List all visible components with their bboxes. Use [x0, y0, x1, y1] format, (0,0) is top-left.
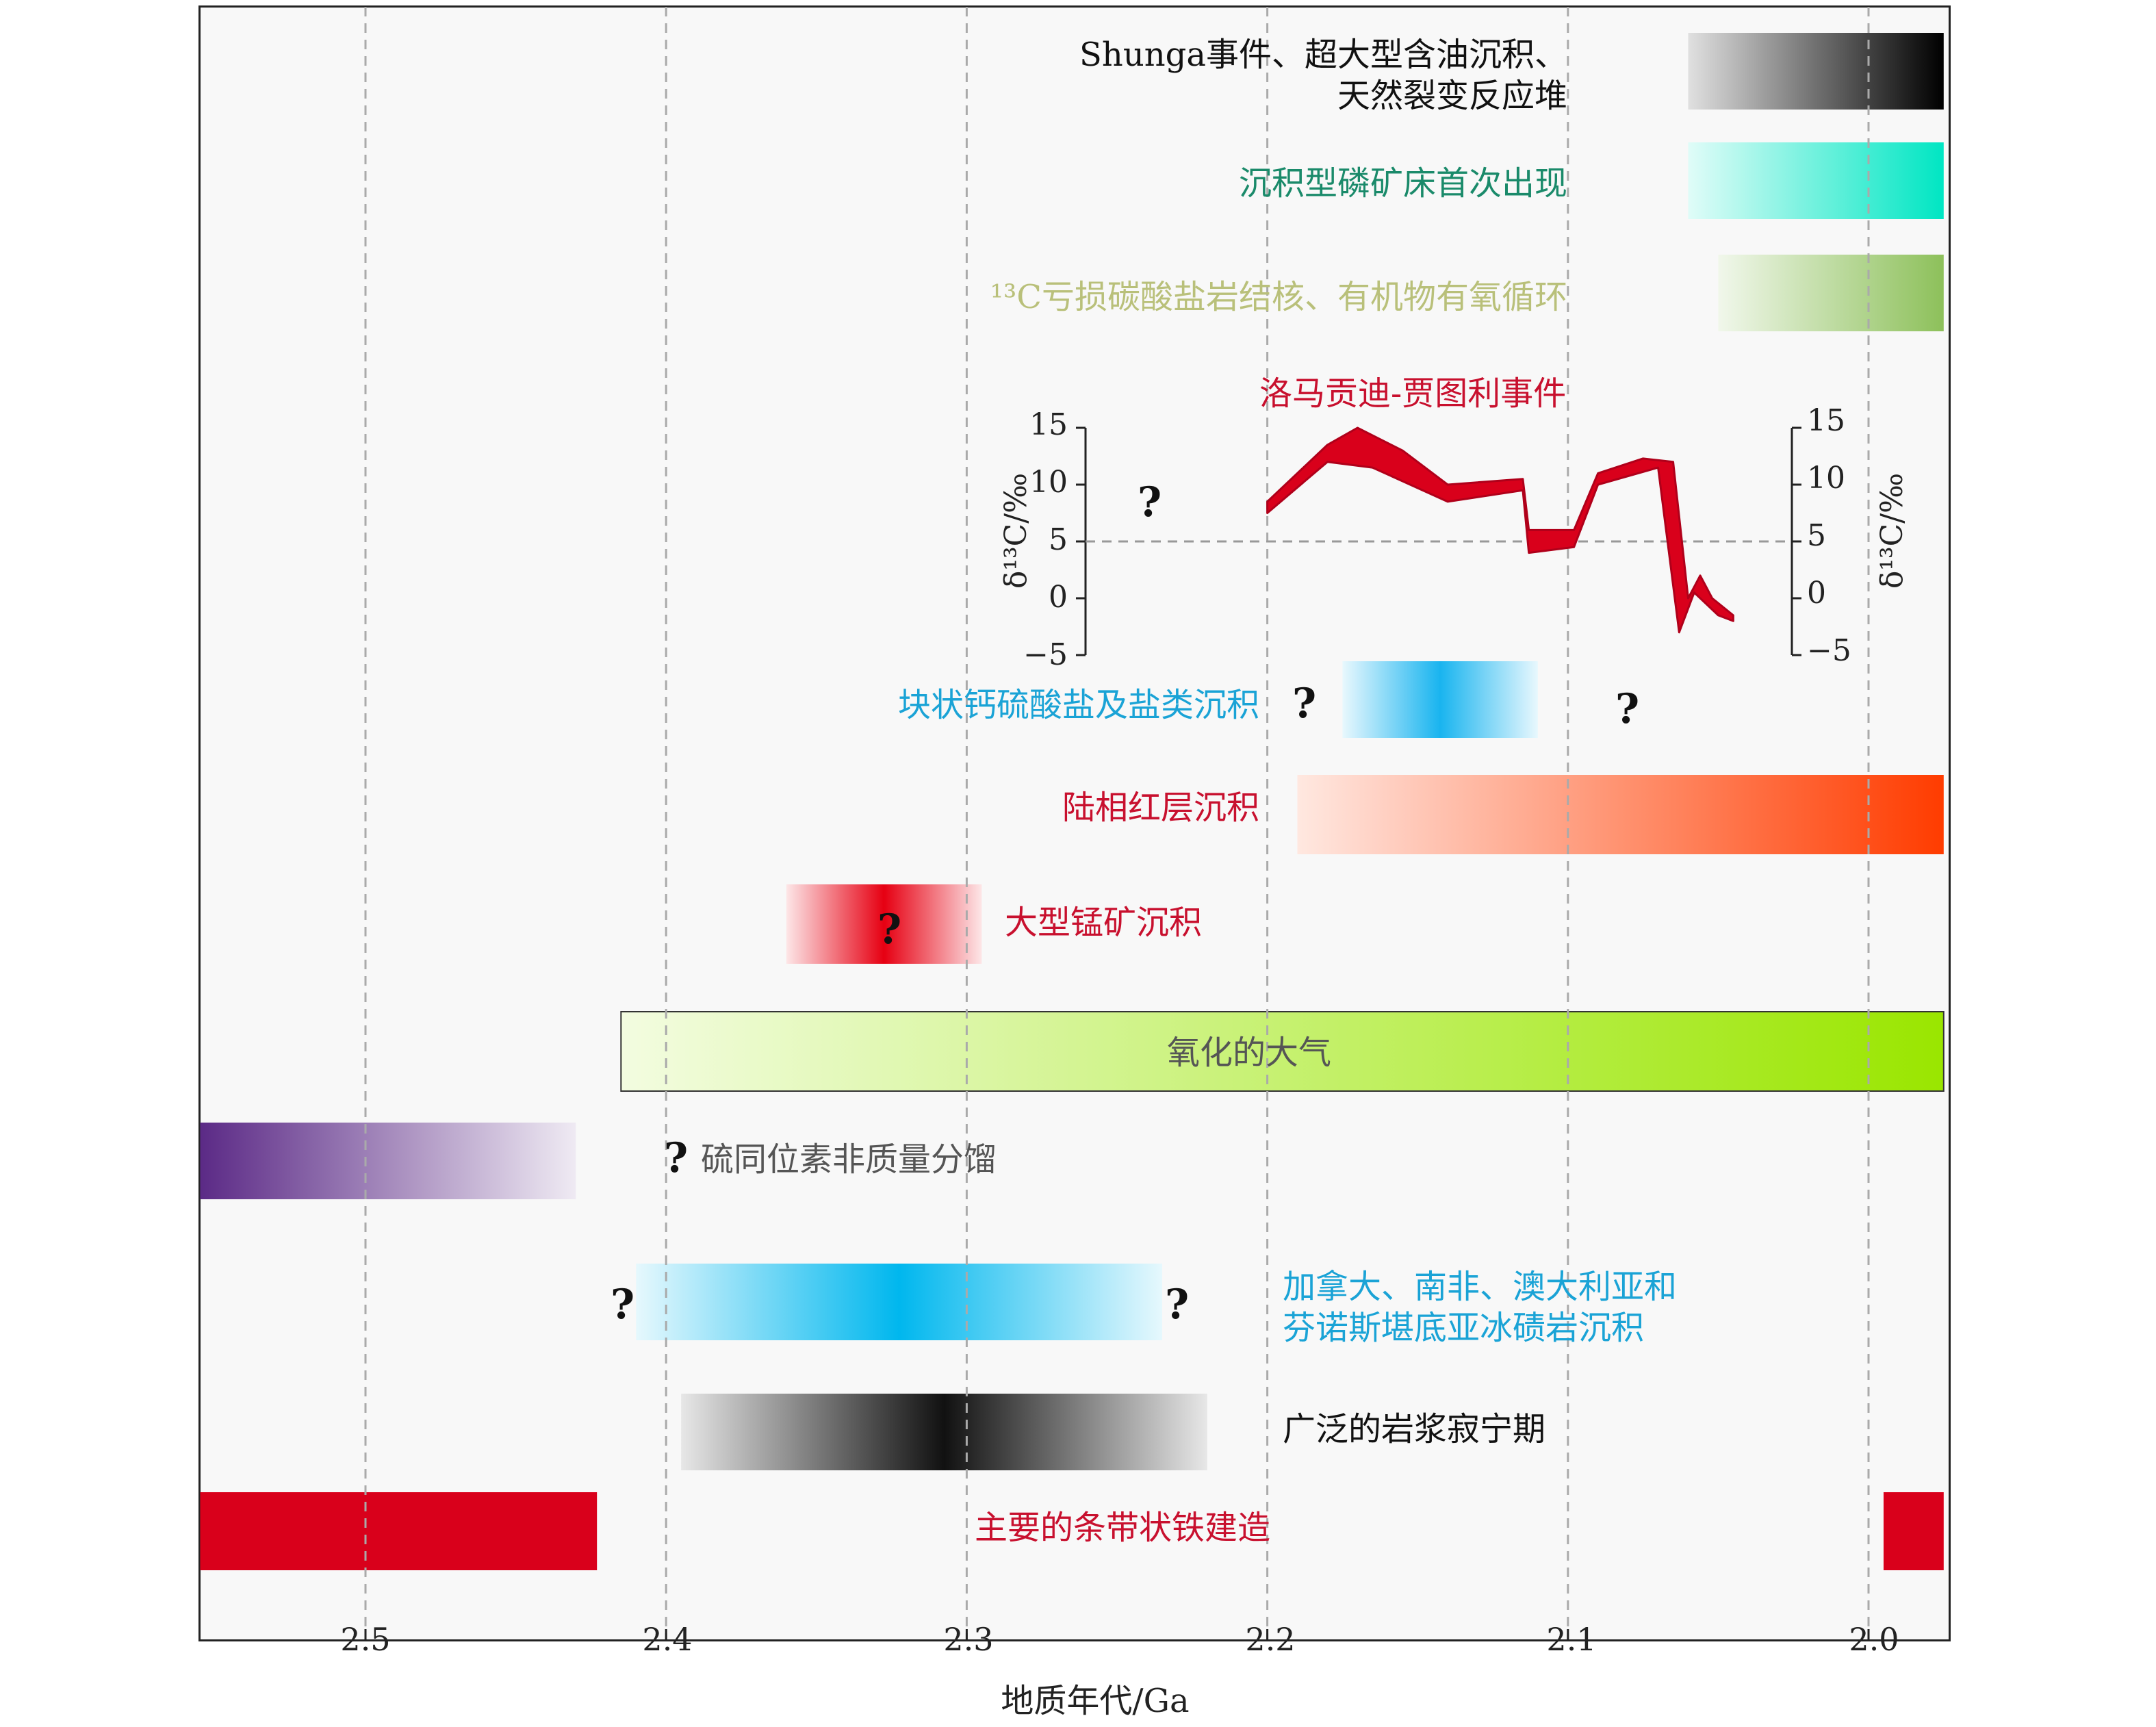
label-atmosphere: 氧化的大气 — [1167, 1034, 1332, 1072]
bar-bif-segment — [200, 1492, 598, 1570]
bar-redbeds — [1297, 775, 1944, 854]
y-tick-right: −5 — [1807, 633, 1851, 668]
bar-sulfate — [1342, 661, 1538, 738]
question-mark-glacial-right: ? — [1165, 1281, 1190, 1329]
y-tick-right: 0 — [1807, 576, 1826, 611]
y-tick-right: 10 — [1807, 461, 1845, 496]
label-shunga-line2: 天然裂变反应堆 — [1337, 77, 1567, 115]
label-redbeds: 陆相红层沉积 — [1062, 789, 1259, 827]
x-tick-label: 2.4 — [642, 1621, 693, 1658]
bar-shunga — [1688, 33, 1944, 110]
y-tick-left: 5 — [1049, 522, 1068, 557]
bar-glacial_line1 — [636, 1264, 1162, 1340]
bar-bif-segment — [1883, 1492, 1944, 1570]
question-mark-manganese: ? — [877, 906, 902, 954]
y-tick-right: 5 — [1807, 518, 1826, 553]
bar-atmosphere — [620, 1011, 1945, 1092]
question-mark-sulfate-right: ? — [1615, 685, 1640, 733]
label-lomagundi: 洛马贡迪-贾图利事件 — [1259, 374, 1567, 413]
question-mark-sulfate-left: ? — [1292, 680, 1317, 728]
label-manganese: 大型锰矿沉积 — [1005, 904, 1203, 942]
label-shunga: Shunga事件、超大型含油沉积、 天然裂变反应堆 — [890, 34, 1567, 116]
lomagundi-delta13c-band — [1266, 426, 1734, 634]
question-mark-mif: ? — [664, 1134, 689, 1182]
y-axis-label-right: δ¹³C/‰ — [1875, 472, 1910, 589]
x-tick-label: 2.3 — [943, 1621, 994, 1658]
x-tick-label: 2.0 — [1849, 1621, 1899, 1658]
bar-phosphorite — [1688, 142, 1944, 219]
bar-mif — [200, 1123, 576, 1199]
label-shunga-line1: Shunga事件、超大型含油沉积、 — [1079, 36, 1567, 74]
label-c13: ¹³C亏损碳酸盐岩结核、有机物有氧循环 — [990, 278, 1567, 316]
label-mif: 硫同位素非质量分馏 — [701, 1140, 997, 1179]
bar-magmatic — [681, 1394, 1207, 1470]
question-mark-glacial-left: ? — [611, 1281, 635, 1329]
y-axis-label-left: δ¹³C/‰ — [999, 472, 1034, 589]
x-tick-label: 2.1 — [1546, 1621, 1597, 1658]
label-glacial-line1: 加拿大、南非、澳大利亚和 — [1283, 1268, 1678, 1306]
label-magmatic: 广泛的岩浆寂宁期 — [1283, 1410, 1546, 1448]
y-tick-right: 15 — [1807, 403, 1845, 438]
bar-c13 — [1718, 255, 1944, 331]
y-tick-left: 10 — [1029, 465, 1068, 500]
y-tick-left: 0 — [1049, 580, 1068, 615]
x-axis-label: 地质年代/Ga — [1001, 1682, 1190, 1720]
label-glacial-line2: 芬诺斯堪底亚冰碛岩沉积 — [1283, 1309, 1645, 1347]
y-tick-left: −5 — [1023, 637, 1068, 672]
label-phosphorite: 沉积型磷矿床首次出现 — [1238, 164, 1567, 203]
question-mark-lomagundi: ? — [1138, 478, 1162, 526]
x-tick-label: 2.2 — [1245, 1621, 1296, 1658]
y-tick-left: 15 — [1029, 407, 1068, 442]
x-tick-label: 2.5 — [340, 1621, 391, 1658]
label-sulfate: 块状钙硫酸盐及盐类沉积 — [897, 686, 1259, 724]
bar-manganese — [786, 884, 982, 964]
label-bif: 主要的条带状铁建造 — [975, 1509, 1271, 1547]
label-glacial: 加拿大、南非、澳大利亚和 芬诺斯堪底亚冰碛岩沉积 — [1283, 1266, 1677, 1348]
